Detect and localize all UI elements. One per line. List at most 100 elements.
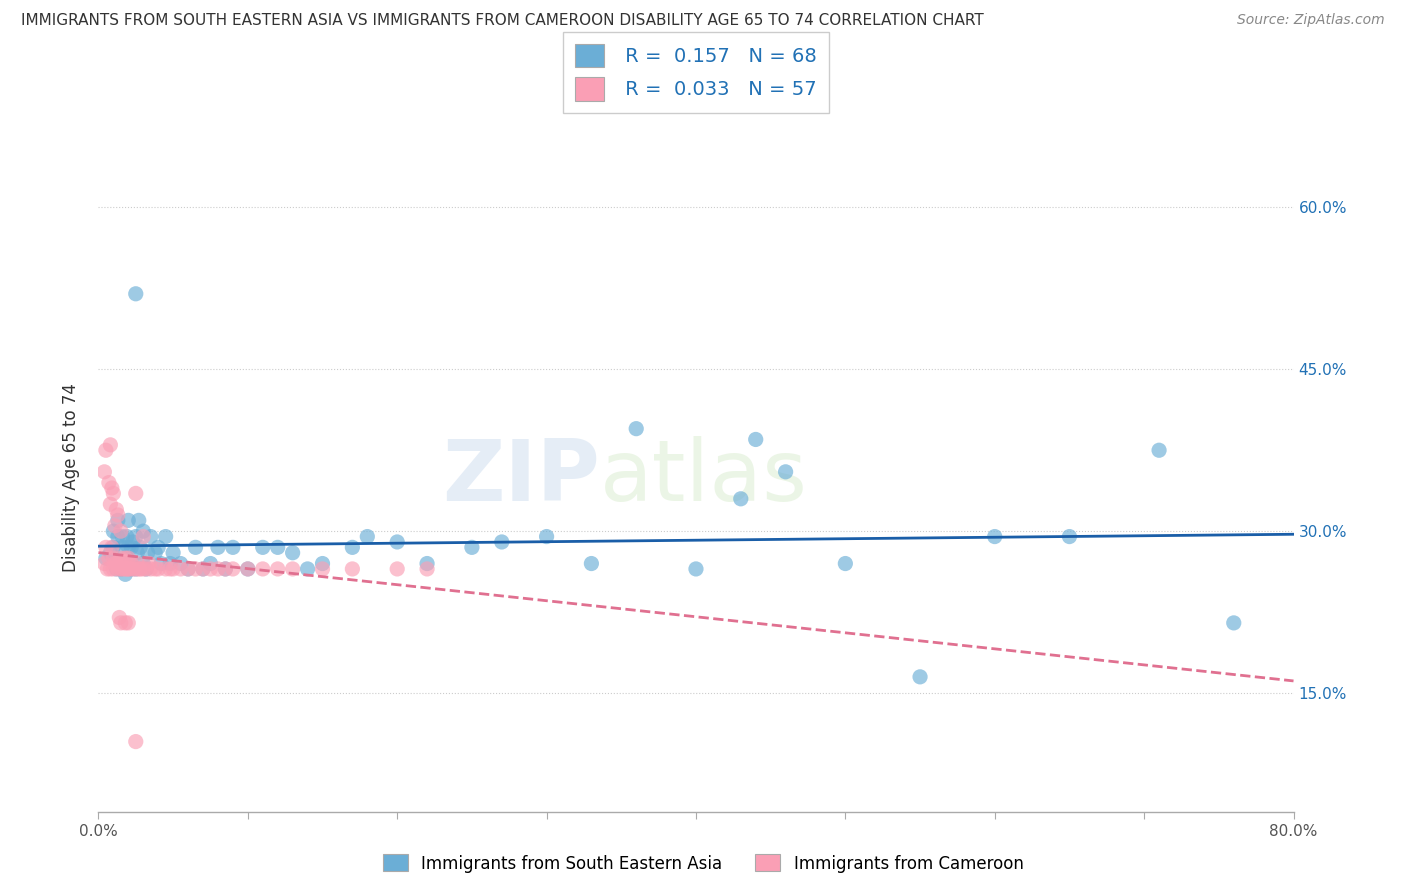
Point (169, 557, 191, 571)
Point (138, 557, 160, 571)
Point (267, 541, 290, 555)
Point (252, 562, 274, 576)
Point (115, 562, 138, 576)
Point (214, 562, 236, 576)
Point (94, 551, 117, 566)
Point (132, 530, 155, 544)
Legend: Immigrants from South Eastern Asia, Immigrants from Cameroon: Immigrants from South Eastern Asia, Immi… (375, 847, 1031, 880)
Point (117, 615, 139, 630)
Point (112, 557, 135, 571)
Point (121, 562, 143, 576)
Point (311, 557, 333, 571)
Point (132, 562, 155, 576)
Point (107, 513, 129, 527)
Point (110, 562, 132, 576)
Point (97, 475, 120, 490)
Point (267, 562, 290, 576)
Point (252, 541, 274, 555)
Point (94, 541, 117, 555)
Point (114, 562, 136, 576)
Point (104, 518, 127, 533)
Point (104, 557, 127, 571)
Point (1147, 443, 1170, 458)
Point (111, 562, 134, 576)
Point (207, 541, 229, 555)
Point (356, 530, 378, 544)
Point (117, 513, 139, 527)
Point (110, 615, 132, 630)
Point (93, 465, 115, 479)
Point (120, 562, 142, 576)
Point (745, 433, 768, 447)
Point (111, 541, 134, 555)
Point (107, 508, 129, 522)
Point (200, 562, 222, 576)
Point (200, 557, 222, 571)
Point (100, 546, 122, 560)
Point (115, 530, 138, 544)
Point (461, 541, 484, 555)
Point (103, 541, 125, 555)
Point (169, 562, 191, 576)
Point (143, 546, 166, 560)
Text: atlas: atlas (600, 435, 808, 519)
Point (1223, 615, 1246, 630)
Point (111, 530, 134, 544)
Point (162, 546, 184, 560)
Point (103, 524, 125, 538)
Point (129, 562, 152, 576)
Point (132, 557, 155, 571)
Point (834, 557, 856, 571)
Point (177, 562, 200, 576)
Point (127, 546, 149, 560)
Point (96, 562, 118, 576)
Point (143, 562, 166, 576)
Point (150, 557, 173, 571)
Point (311, 562, 333, 576)
Point (117, 562, 139, 576)
Point (110, 562, 132, 576)
Text: IMMIGRANTS FROM SOUTH EASTERN ASIA VS IMMIGRANTS FROM CAMEROON DISABILITY AGE 65: IMMIGRANTS FROM SOUTH EASTERN ASIA VS IM… (21, 13, 984, 29)
Point (139, 562, 162, 576)
Point (101, 481, 124, 495)
Point (118, 557, 141, 571)
Point (184, 541, 207, 555)
Point (114, 551, 136, 566)
Point (177, 562, 200, 576)
Point (93, 557, 115, 571)
Point (775, 465, 797, 479)
Point (105, 562, 128, 576)
Point (117, 541, 139, 555)
Point (139, 530, 162, 544)
Point (103, 486, 125, 500)
Point (385, 535, 409, 549)
Point (100, 497, 122, 511)
Point (416, 562, 439, 576)
Point (162, 562, 184, 576)
Point (207, 562, 229, 576)
Point (107, 562, 129, 576)
Point (222, 562, 245, 576)
Point (110, 524, 132, 538)
Point (101, 541, 124, 555)
Point (155, 530, 177, 544)
Point (100, 438, 122, 452)
Point (214, 562, 236, 576)
Point (685, 562, 707, 576)
Point (110, 557, 132, 571)
Point (184, 562, 207, 576)
Point (281, 562, 304, 576)
Point (236, 562, 259, 576)
Point (491, 535, 513, 549)
Point (536, 530, 558, 544)
Point (148, 562, 170, 576)
Point (125, 530, 148, 544)
Point (136, 546, 159, 560)
Point (155, 562, 177, 576)
Point (191, 562, 214, 576)
Point (908, 670, 931, 684)
Point (191, 562, 214, 576)
Point (730, 491, 752, 506)
Point (127, 557, 149, 571)
Point (125, 286, 148, 301)
